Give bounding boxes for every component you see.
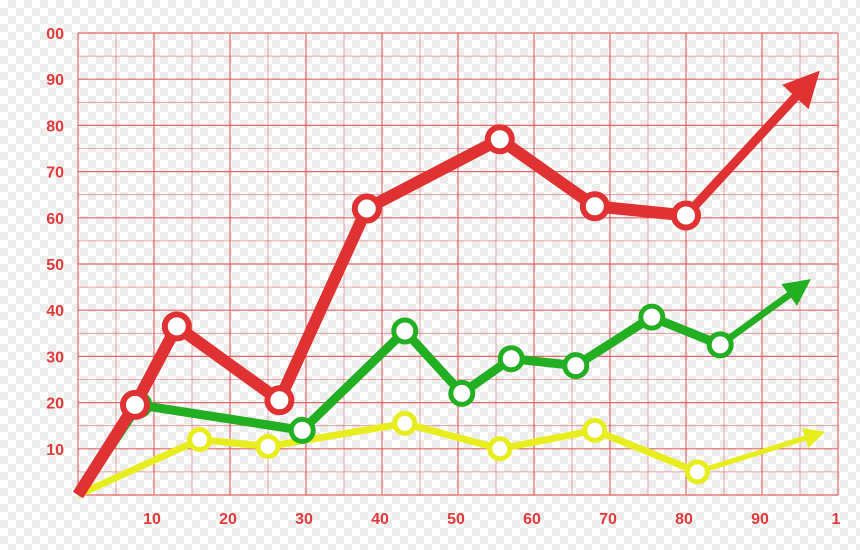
data-point — [255, 433, 281, 459]
chart-grid — [77, 32, 839, 496]
data-point — [671, 200, 701, 231]
series-red — [72, 70, 820, 499]
x-tick-label: 80 — [675, 511, 693, 528]
data-point — [351, 193, 382, 224]
x-tick-label: 10 — [143, 511, 161, 528]
y-tick-label: 10 — [46, 442, 64, 459]
data-point — [187, 427, 213, 453]
data-point — [562, 352, 590, 380]
y-tick-label: 40 — [46, 303, 64, 320]
y-tick-label: 00 — [46, 26, 64, 43]
data-point — [391, 317, 419, 345]
data-point — [120, 389, 150, 420]
data-point — [684, 459, 710, 485]
data-point — [484, 124, 515, 155]
y-axis-tick-labels: 10 20 30 40 50 60 70 80 90 00 — [46, 26, 64, 459]
data-point — [487, 436, 513, 462]
series-green — [74, 279, 811, 498]
x-tick-label: 90 — [751, 511, 769, 528]
x-tick-label: 20 — [219, 511, 237, 528]
chart-series — [72, 70, 826, 499]
data-point — [638, 303, 666, 331]
y-tick-label: 80 — [46, 118, 64, 135]
data-point — [448, 379, 476, 407]
y-tick-label: 60 — [46, 211, 64, 228]
series-line — [74, 312, 722, 498]
series-yellow — [76, 410, 826, 499]
x-tick-label: 70 — [599, 511, 617, 528]
x-tick-label: 1 — [832, 511, 841, 528]
trend-arrow — [718, 279, 811, 348]
data-point — [497, 345, 525, 373]
y-tick-label: 90 — [46, 72, 64, 89]
y-tick-label: 70 — [46, 165, 64, 182]
x-axis-tick-labels: 10 20 30 40 50 60 70 80 90 1 — [143, 511, 840, 528]
x-tick-label: 60 — [523, 511, 541, 528]
data-point — [706, 331, 734, 359]
data-point — [161, 311, 192, 342]
y-tick-label: 20 — [46, 396, 64, 413]
y-tick-label: 30 — [46, 349, 64, 366]
x-tick-label: 50 — [447, 511, 465, 528]
data-point — [582, 417, 608, 443]
data-point — [264, 385, 295, 416]
y-tick-label: 50 — [46, 257, 64, 274]
x-tick-label: 30 — [295, 511, 313, 528]
data-point — [579, 191, 610, 222]
data-point — [392, 410, 418, 436]
x-tick-label: 40 — [371, 511, 389, 528]
trend-arrow — [696, 428, 826, 475]
data-point — [288, 416, 316, 444]
trend-arrow — [682, 70, 820, 219]
